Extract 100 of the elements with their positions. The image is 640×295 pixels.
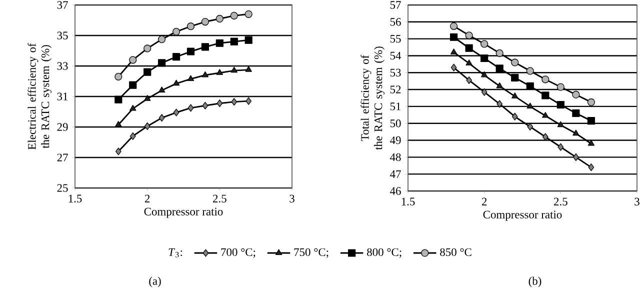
- point: [556, 83, 564, 91]
- point: [587, 117, 595, 125]
- y-tick-label: 57: [390, 1, 401, 9]
- point: [144, 94, 151, 101]
- point: [465, 32, 473, 40]
- point: [129, 81, 137, 89]
- y-tick-label: 56: [390, 18, 401, 26]
- point: [572, 153, 579, 161]
- legend-label: 850 °C: [440, 248, 472, 256]
- point: [588, 140, 595, 146]
- point: [496, 49, 504, 57]
- point: [450, 64, 457, 72]
- y-tick-label: 52: [390, 86, 401, 94]
- point: [201, 18, 209, 26]
- point: [245, 66, 252, 72]
- point: [465, 44, 473, 52]
- x-tick-label: 1.5: [402, 198, 415, 206]
- point: [230, 38, 238, 46]
- point: [511, 74, 519, 82]
- y-tick-label: 53: [390, 68, 401, 76]
- point: [158, 59, 166, 67]
- point: [587, 98, 595, 106]
- point: [186, 48, 195, 56]
- point: [216, 14, 224, 23]
- y-tick-label: 27: [57, 154, 68, 162]
- point: [496, 100, 503, 108]
- x-tick-label: 2: [482, 198, 487, 206]
- legend-title: T$_{3}$:: [168, 248, 182, 258]
- point: [114, 72, 122, 80]
- point: [172, 28, 180, 36]
- point: [542, 112, 549, 118]
- point: [480, 71, 488, 78]
- x-tick-label: 3: [290, 194, 294, 202]
- point: [129, 56, 137, 64]
- y-tick-label: 33: [57, 62, 68, 70]
- y-tick-label: 31: [57, 92, 68, 100]
- point: [158, 36, 166, 44]
- point: [450, 22, 458, 30]
- point: [188, 104, 194, 112]
- x-tick-label: 2.5: [554, 198, 568, 206]
- point: [572, 130, 580, 136]
- legend-label: 700 °C;: [221, 248, 256, 258]
- x-axis-title: Compressor ratio: [144, 208, 223, 218]
- point: [527, 122, 534, 131]
- legend-label: 750 °C;: [294, 248, 328, 258]
- point: [558, 143, 564, 151]
- y-tick-label: 50: [390, 120, 401, 128]
- point: [216, 100, 223, 108]
- point: [230, 12, 238, 20]
- y-axis-title: Total efficiency of the RATC system (%): [360, 46, 385, 150]
- point: [115, 148, 122, 156]
- point: [202, 102, 208, 110]
- point: [480, 54, 488, 62]
- point: [542, 92, 550, 100]
- point: [481, 88, 488, 96]
- point: [230, 66, 238, 73]
- x-tick-label: 3: [634, 198, 640, 206]
- point: [246, 97, 252, 105]
- text: (b): [528, 276, 542, 288]
- point: [201, 43, 209, 51]
- point: [130, 132, 136, 140]
- point: [512, 92, 518, 98]
- point: [542, 76, 550, 84]
- point: [572, 90, 580, 98]
- point: [216, 69, 224, 75]
- point: [173, 108, 180, 116]
- point: [511, 58, 519, 66]
- point: [588, 164, 594, 172]
- point: [144, 44, 152, 52]
- x-tick-label: 1.5: [68, 194, 82, 202]
- point: [480, 40, 488, 48]
- point: [526, 67, 534, 75]
- point: [556, 100, 564, 109]
- y-tick-label: 35: [57, 32, 68, 40]
- point: [450, 48, 458, 54]
- point: [158, 86, 166, 92]
- point: [557, 121, 564, 128]
- x-tick-label: 2: [144, 194, 150, 202]
- point: [115, 120, 122, 127]
- text: (a): [149, 276, 161, 288]
- point: [130, 104, 136, 111]
- point: [450, 33, 458, 41]
- point: [202, 71, 209, 78]
- point: [496, 82, 503, 88]
- y-tick-label: 47: [390, 170, 401, 178]
- point: [572, 109, 580, 118]
- point: [231, 98, 238, 106]
- y-tick-label: 49: [390, 136, 401, 144]
- point: [186, 22, 195, 30]
- point: [172, 53, 180, 61]
- y-tick-label: 46: [390, 187, 401, 195]
- point: [526, 102, 534, 109]
- x-tick-label: 2.5: [213, 194, 226, 203]
- point: [244, 10, 252, 18]
- y-tick-label: 55: [390, 35, 401, 43]
- point: [144, 122, 150, 130]
- y-tick-label: 48: [390, 153, 401, 162]
- point: [496, 64, 504, 72]
- y-axis-title: Electrical efficiency of the RATC system (%): [28, 43, 52, 150]
- point: [526, 82, 534, 90]
